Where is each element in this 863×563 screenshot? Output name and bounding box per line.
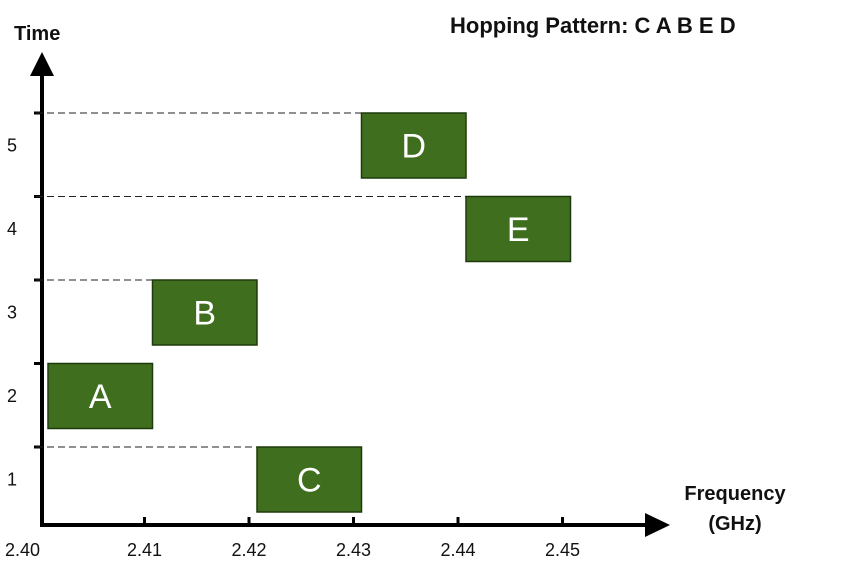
frequency-axis-arrow-icon [645, 513, 670, 537]
hop-block-label: A [89, 378, 112, 416]
hop-block-e: E [465, 195, 572, 263]
time-slot-guides [36, 112, 466, 448]
frequency-tick-label: 2.40 [5, 540, 40, 560]
hop-block-b: B [151, 279, 258, 346]
time-tick-label: 3 [7, 303, 17, 323]
time-tick-label: 4 [7, 219, 17, 239]
hop-block-c: C [256, 446, 363, 513]
axis-ticks: 2.40 2.41 2.42 2.43 2.44 2.45 1 2 3 4 5 [5, 111, 580, 560]
frequency-tick-label: 2.45 [545, 540, 580, 560]
hop-block-label: D [401, 128, 426, 166]
hopping-pattern-title: Hopping Pattern: C A B E D [450, 13, 736, 38]
hop-block-rect [465, 195, 572, 263]
hop-block-rect [47, 362, 154, 430]
time-axis-label: Time [14, 23, 60, 45]
hop-block-rect [256, 446, 363, 513]
hop-block-d: D [360, 112, 467, 179]
hop-block-rect [151, 279, 258, 346]
frequency-tick-label: 2.43 [336, 540, 371, 560]
hop-block-rect [360, 112, 467, 179]
time-tick-label: 5 [7, 136, 17, 156]
hop-block-label: B [193, 295, 216, 333]
hop-blocks: C A B E D [47, 112, 572, 513]
hop-block-label: C [297, 462, 322, 500]
frequency-axis-label-line1: Frequency [684, 483, 786, 505]
hop-block-label: E [507, 211, 530, 249]
time-tick-label: 2 [7, 386, 17, 406]
time-axis-arrow-icon [30, 52, 54, 76]
frequency-axis-label-line2: (GHz) [708, 513, 761, 535]
time-tick-label: 1 [7, 470, 17, 490]
frequency-tick-label: 2.42 [231, 540, 266, 560]
frequency-tick-label: 2.44 [440, 540, 475, 560]
hop-block-a: A [47, 362, 154, 430]
frequency-tick-label: 2.41 [127, 540, 162, 560]
